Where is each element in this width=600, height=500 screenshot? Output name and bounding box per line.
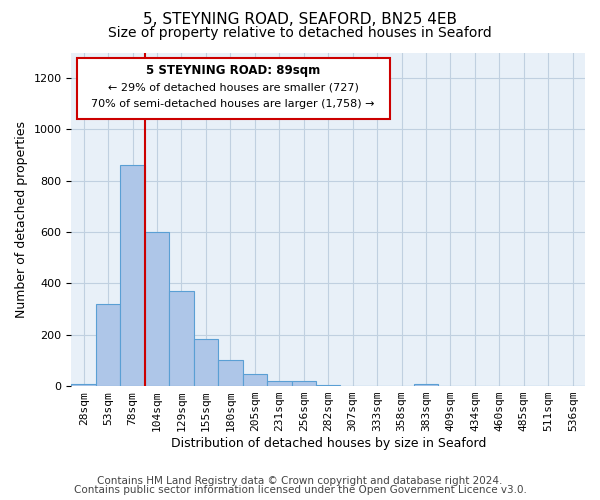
Text: Contains public sector information licensed under the Open Government Licence v3: Contains public sector information licen… — [74, 485, 526, 495]
Bar — [169, 291, 194, 386]
Y-axis label: Number of detached properties: Number of detached properties — [15, 121, 28, 318]
Bar — [96, 304, 121, 386]
Text: 5 STEYNING ROAD: 89sqm: 5 STEYNING ROAD: 89sqm — [146, 64, 320, 77]
Text: Size of property relative to detached houses in Seaford: Size of property relative to detached ho… — [108, 26, 492, 40]
Bar — [194, 338, 218, 386]
Bar — [316, 385, 340, 386]
FancyBboxPatch shape — [77, 58, 390, 119]
Bar — [121, 166, 145, 386]
Text: 70% of semi-detached houses are larger (1,758) →: 70% of semi-detached houses are larger (… — [91, 99, 375, 109]
Text: ← 29% of detached houses are smaller (727): ← 29% of detached houses are smaller (72… — [108, 82, 359, 92]
Bar — [218, 360, 242, 386]
Text: Contains HM Land Registry data © Crown copyright and database right 2024.: Contains HM Land Registry data © Crown c… — [97, 476, 503, 486]
X-axis label: Distribution of detached houses by size in Seaford: Distribution of detached houses by size … — [170, 437, 486, 450]
Bar — [292, 381, 316, 386]
Bar — [414, 384, 438, 386]
Bar — [71, 384, 96, 386]
Bar — [145, 232, 169, 386]
Bar — [267, 381, 292, 386]
Bar — [242, 374, 267, 386]
Text: 5, STEYNING ROAD, SEAFORD, BN25 4EB: 5, STEYNING ROAD, SEAFORD, BN25 4EB — [143, 12, 457, 28]
